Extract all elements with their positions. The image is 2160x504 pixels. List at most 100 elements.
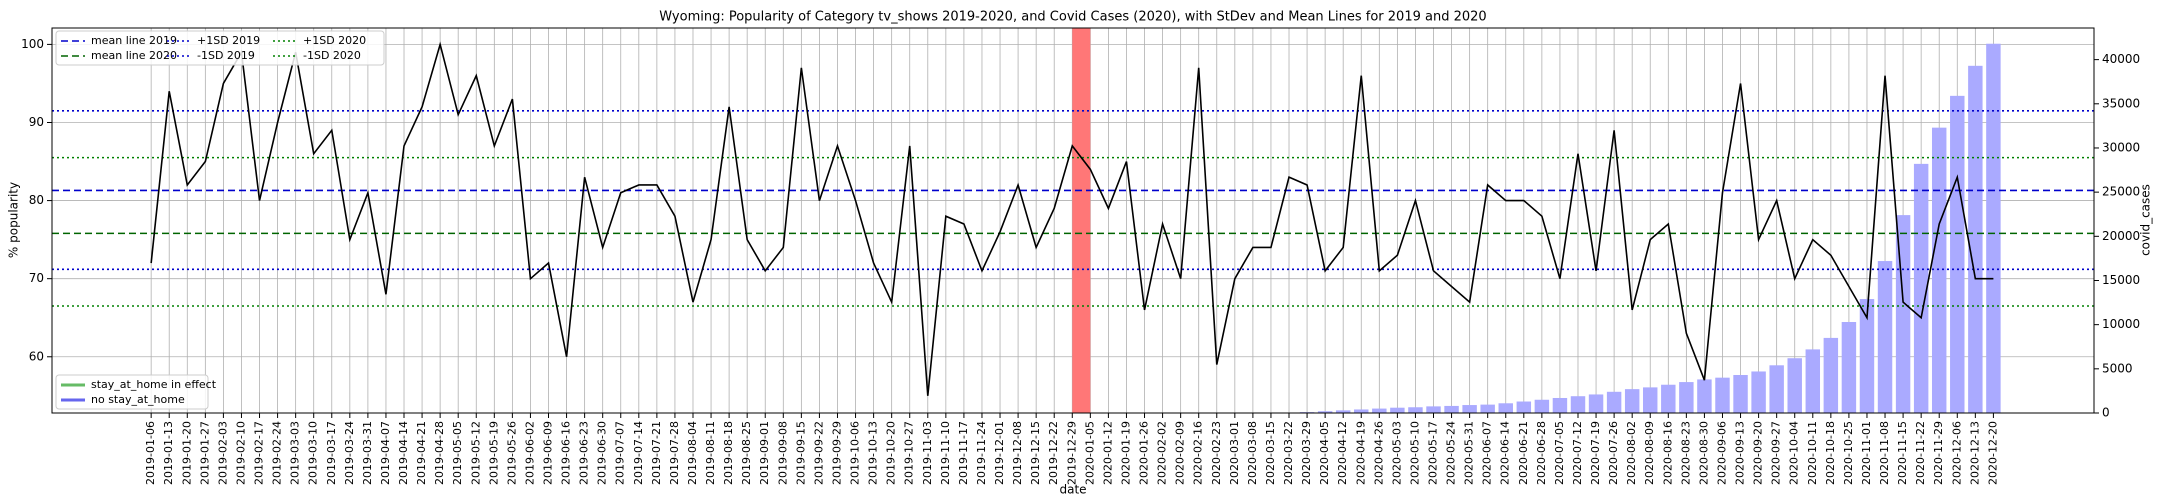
legend-label: -1SD 2020 (303, 49, 361, 62)
x-tick-label: 2020-04-26 (1372, 421, 1385, 485)
x-tick-label: 2019-09-22 (812, 421, 825, 485)
bar (1552, 397, 1568, 413)
x-tick-label: 2019-07-28 (668, 421, 681, 485)
y-tick-label: 70 (29, 271, 44, 285)
x-tick-label: 2019-11-17 (957, 421, 970, 485)
x-tick-label: 2020-02-02 (1156, 421, 1169, 485)
y2-tick-label: 30000 (2102, 140, 2140, 154)
legend-label: +1SD 2020 (303, 34, 366, 47)
y2-tick-label: 20000 (2102, 229, 2140, 243)
x-tick-label: 2019-05-26 (505, 421, 518, 485)
x-tick-label: 2019-06-09 (542, 421, 555, 485)
x-tick-label: 2020-05-31 (1463, 421, 1476, 485)
x-tick-label: 2019-04-07 (379, 421, 392, 485)
x-tick-label: 2020-01-12 (1101, 421, 1114, 485)
legend-frame (55, 30, 385, 66)
x-tick-label: 2019-11-10 (939, 421, 952, 485)
x-tick-label: 2019-08-11 (704, 421, 717, 485)
x-tick-label: 2019-05-19 (487, 421, 500, 485)
bar (1697, 379, 1712, 413)
line (150, 41, 1994, 396)
bar (1534, 399, 1550, 413)
x-tick-label: 2020-03-29 (1300, 421, 1313, 485)
bar (1769, 365, 1784, 413)
x-tick-label: 2019-10-20 (885, 421, 898, 485)
x-tick-label: 2019-06-16 (560, 421, 573, 485)
x-tick-label: 2020-11-01 (1860, 421, 1873, 485)
legend: mean line 2019 mean line 2020 +1SD 2019 -1S… (55, 30, 385, 66)
x-tick-label: 2020-08-02 (1625, 421, 1638, 485)
x-tick-label: 2020-12-20 (1986, 421, 1999, 485)
x-tick-label: 2020-10-11 (1806, 421, 1819, 485)
y2-tick-label: 5000 (2102, 361, 2133, 375)
x-tick-label: 2020-07-26 (1607, 421, 1620, 485)
legend-label: mean line 2020 (91, 49, 177, 62)
x-tick-label: 2020-03-01 (1228, 421, 1241, 485)
bar (1805, 349, 1821, 413)
x-tick-label: 2020-09-20 (1752, 421, 1765, 485)
bar (1570, 396, 1586, 413)
x-tick-label: 2020-07-12 (1571, 421, 1584, 485)
x-tick-label: 2020-06-28 (1535, 421, 1548, 485)
bar (1588, 394, 1604, 413)
x-tick-label: 2020-08-16 (1661, 421, 1674, 485)
y-tick-label: 90 (29, 115, 44, 129)
bar (1317, 411, 1333, 413)
x-tick-label: 2019-05-05 (451, 421, 464, 485)
x-tick-label: 2019-01-20 (180, 421, 193, 485)
x-tick-label: 2020-12-13 (1968, 421, 1981, 485)
x-tick-label: 2020-09-13 (1734, 421, 1747, 485)
x-tick-label: 2019-10-06 (849, 421, 862, 485)
x-tick-label: 2019-12-01 (993, 421, 1006, 485)
x-tick-label: 2020-07-05 (1553, 421, 1566, 485)
x-tick-label: 2020-11-08 (1878, 421, 1891, 485)
x-tick-label: 2020-07-19 (1589, 421, 1602, 485)
x-tick-label: 2019-05-12 (469, 421, 482, 485)
x-tick-label: 2019-08-25 (740, 421, 753, 485)
bar (1498, 403, 1513, 413)
x-tick-label: 2019-12-08 (1011, 421, 1024, 485)
y2-tick-label: 10000 (2102, 317, 2140, 331)
x-tick-label: 2019-02-24 (271, 421, 284, 485)
legend-label: no stay_at_home (91, 393, 185, 406)
x-tick-label: 2019-03-17 (325, 421, 338, 485)
bar (1444, 405, 1459, 413)
x-tick-label: 2019-03-10 (307, 421, 320, 485)
x-tick-label: 2020-05-03 (1390, 421, 1403, 485)
bar (1968, 65, 1983, 414)
x-tick-label: 2020-03-22 (1282, 421, 1295, 485)
x-tick-label: 2019-12-15 (1029, 421, 1042, 485)
bar (1372, 408, 1387, 413)
x-tick-label: 2019-01-13 (162, 421, 175, 485)
legend-frame (55, 374, 209, 410)
x-tick-label: 2020-11-22 (1914, 421, 1927, 485)
x-tick-label: 2019-03-31 (361, 421, 374, 485)
y-tick-label: 100 (21, 37, 44, 51)
x-tick-label: 2020-10-04 (1788, 421, 1801, 485)
y2-tick-label: 35000 (2102, 96, 2140, 110)
x-tick-label: 2020-01-26 (1138, 421, 1151, 485)
x-tick-label: 2020-10-25 (1842, 421, 1855, 485)
x-tick-label: 2019-12-22 (1047, 421, 1060, 485)
bar (1643, 387, 1658, 413)
x-tick-label: 2019-11-24 (975, 421, 988, 485)
bar (1859, 299, 1875, 413)
x-tick-label: 2020-05-24 (1445, 421, 1458, 485)
bar (1480, 404, 1495, 413)
x-tick-label: 2019-08-18 (722, 421, 735, 485)
x-tick-label: 2019-10-13 (867, 421, 880, 485)
x-tick-label: 2020-11-29 (1932, 421, 1945, 485)
y-tick-label: 60 (29, 349, 44, 363)
x-tick-label: 2020-09-27 (1770, 421, 1783, 485)
x-tick-label: 2020-04-05 (1318, 421, 1331, 485)
bar (1715, 377, 1730, 413)
plot-frame (51, 27, 2095, 414)
x-tick-label: 2020-09-06 (1715, 421, 1728, 485)
y-axis-label: % popularity (7, 182, 21, 258)
legend-label: +1SD 2019 (197, 34, 260, 47)
legend-label: stay_at_home in effect (91, 378, 217, 391)
x-tick-label: 2019-01-06 (144, 421, 157, 485)
bar (1462, 405, 1477, 413)
x-tick-label: 2020-06-21 (1517, 421, 1530, 485)
x-tick-label: 2020-03-15 (1264, 421, 1277, 485)
